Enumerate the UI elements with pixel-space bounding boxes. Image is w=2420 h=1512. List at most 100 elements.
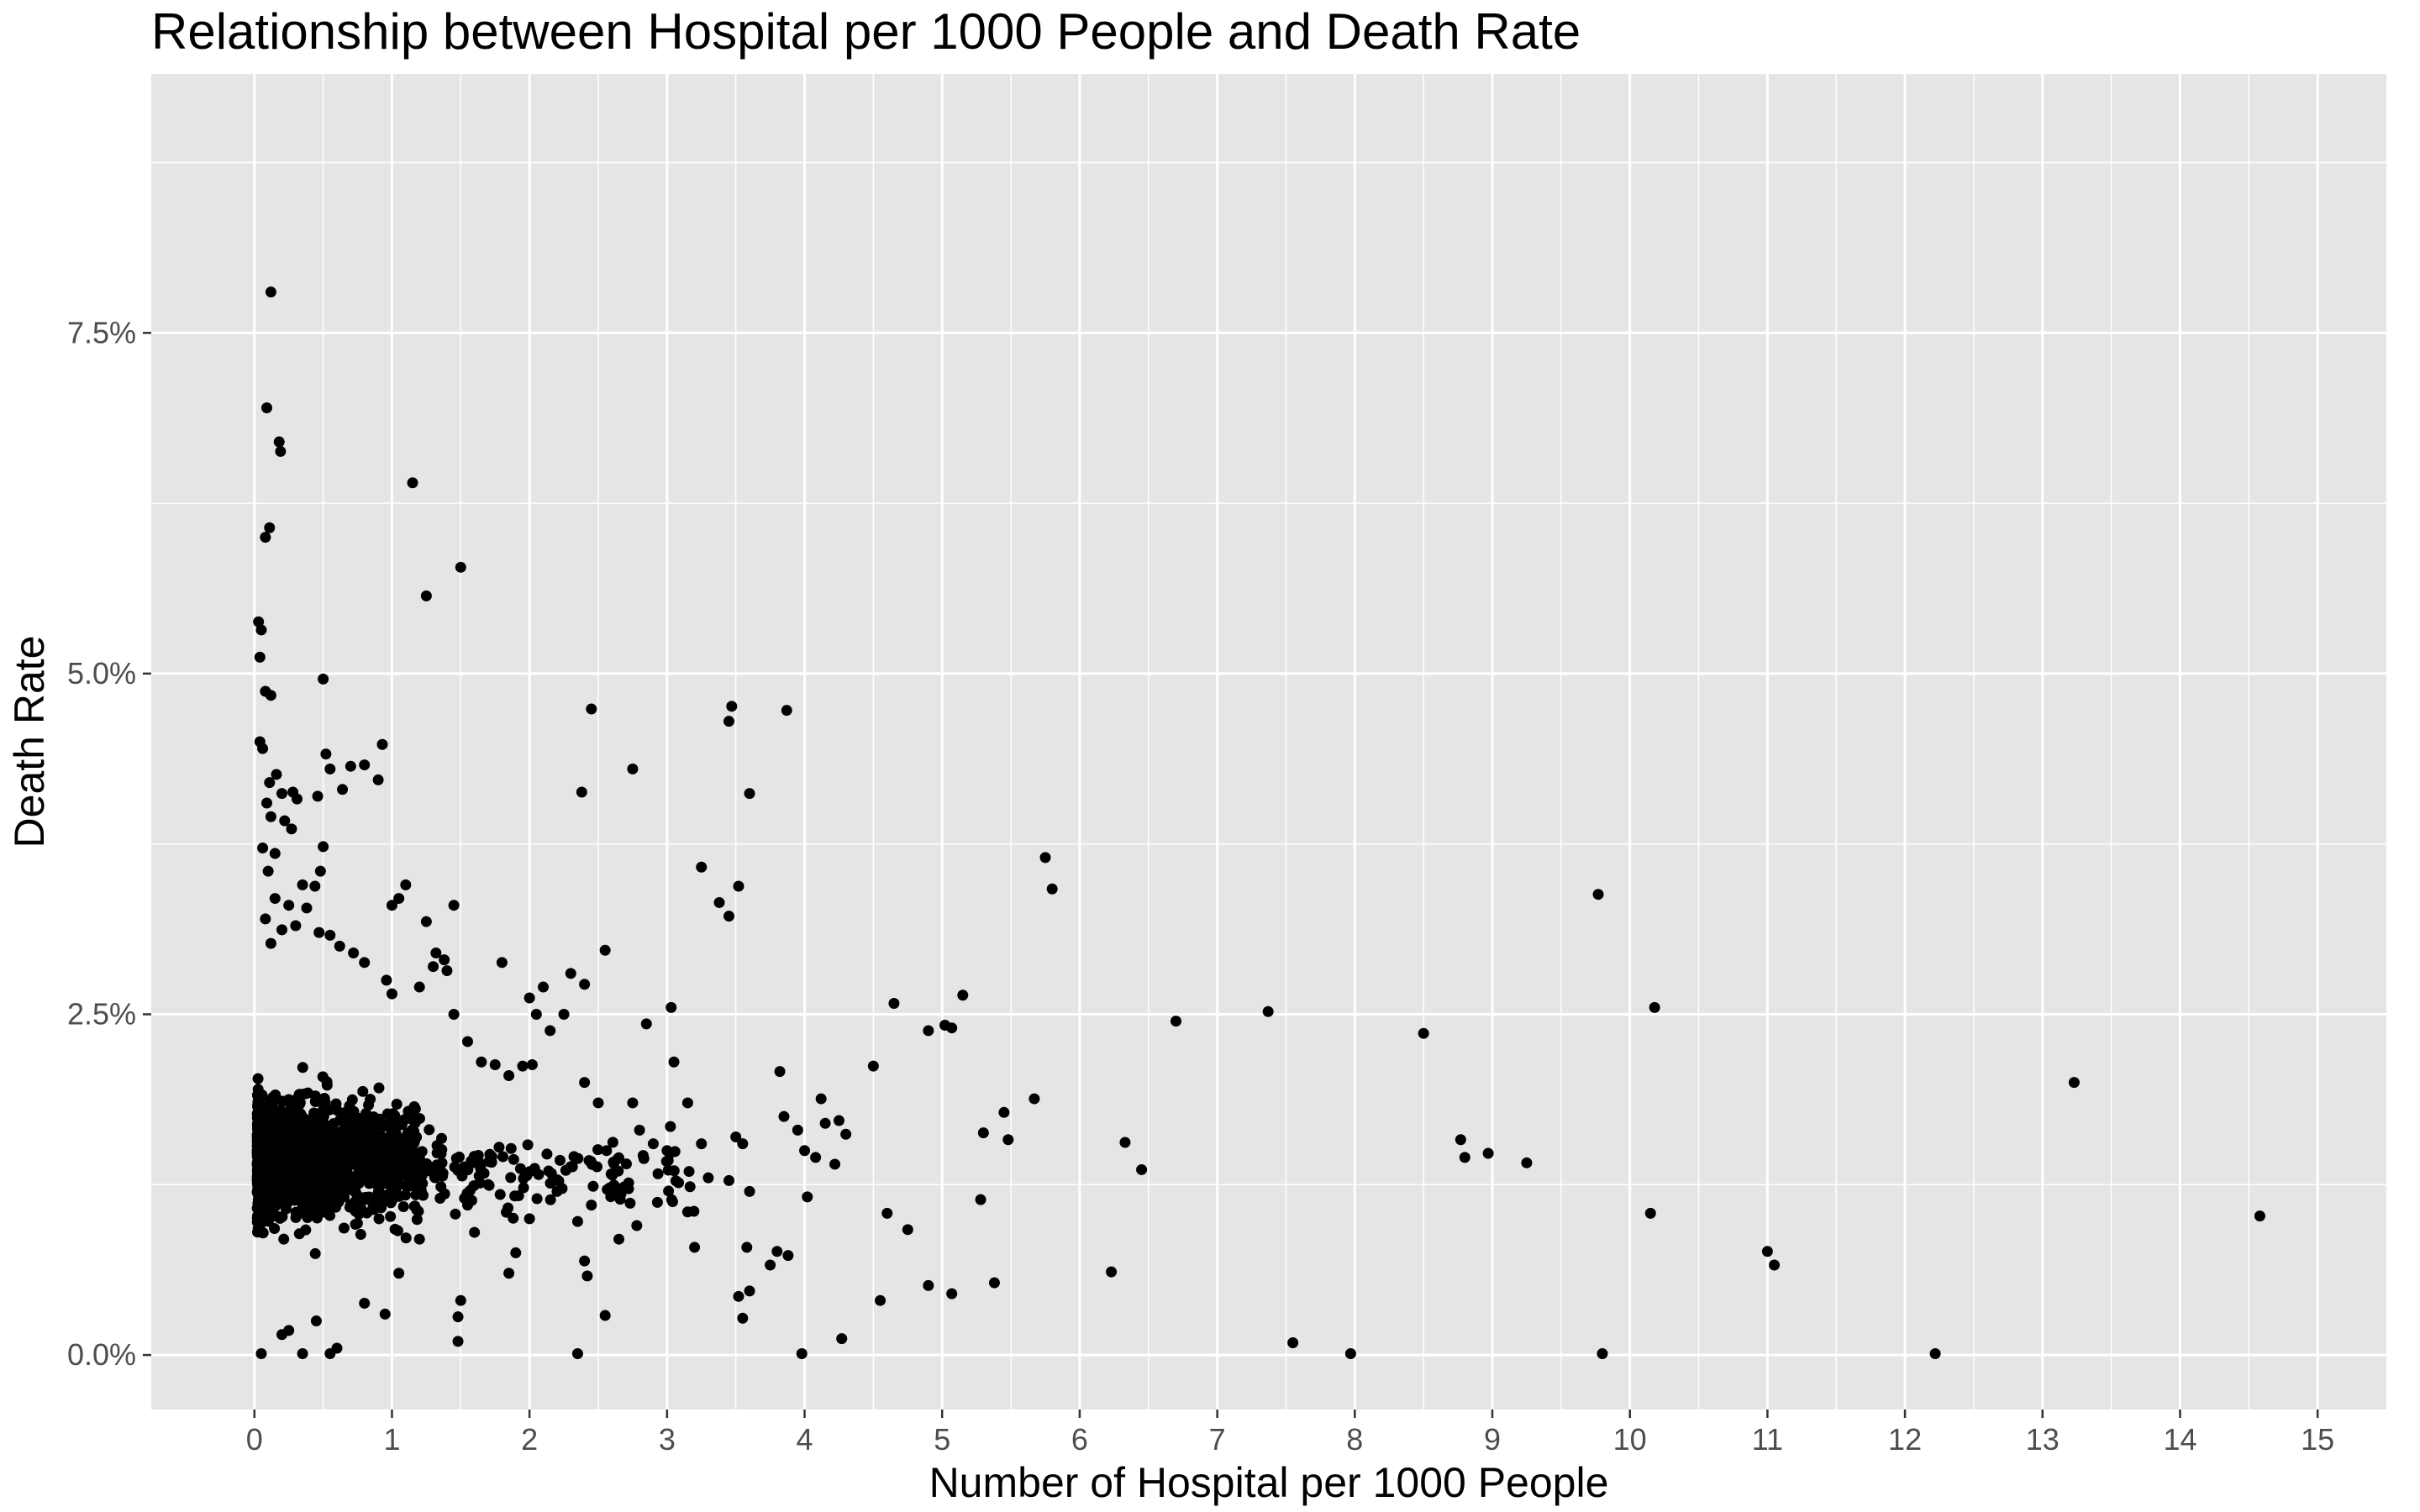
data-point bbox=[613, 1233, 625, 1245]
y-tick-label: 7.5% bbox=[67, 315, 136, 349]
data-point bbox=[286, 823, 297, 835]
data-point bbox=[273, 436, 285, 448]
data-point bbox=[413, 1233, 425, 1245]
data-point bbox=[723, 1174, 735, 1186]
data-point bbox=[273, 1194, 285, 1205]
data-point bbox=[257, 743, 269, 754]
y-tick-label: 5.0% bbox=[67, 656, 136, 690]
y-tick-label: 2.5% bbox=[67, 996, 136, 1031]
data-point bbox=[255, 624, 267, 636]
data-point bbox=[266, 1102, 278, 1114]
data-point bbox=[576, 786, 587, 798]
data-point bbox=[341, 1183, 353, 1194]
data-point bbox=[613, 1152, 624, 1163]
data-point bbox=[673, 1177, 685, 1189]
data-point bbox=[303, 1184, 315, 1196]
data-point bbox=[372, 1186, 384, 1198]
data-point bbox=[683, 1166, 695, 1178]
data-point bbox=[393, 1268, 405, 1279]
data-point bbox=[319, 1157, 331, 1168]
data-point bbox=[741, 1242, 753, 1253]
data-point bbox=[503, 1070, 515, 1081]
data-point bbox=[737, 1312, 749, 1324]
data-point bbox=[320, 748, 332, 760]
data-point bbox=[1106, 1266, 1118, 1278]
data-point bbox=[322, 1147, 334, 1159]
x-tick-label: 9 bbox=[1484, 1422, 1501, 1457]
data-point bbox=[372, 774, 384, 785]
data-point bbox=[395, 1119, 407, 1131]
data-point bbox=[503, 1268, 515, 1279]
data-point bbox=[1459, 1152, 1470, 1163]
data-point bbox=[501, 1206, 513, 1218]
data-point bbox=[1119, 1137, 1131, 1148]
data-point bbox=[269, 1223, 281, 1235]
data-point bbox=[375, 1130, 387, 1142]
data-point bbox=[376, 738, 388, 750]
data-point bbox=[400, 1179, 412, 1191]
data-point bbox=[815, 1093, 827, 1105]
data-point bbox=[359, 759, 371, 771]
data-point bbox=[283, 900, 295, 911]
data-point bbox=[778, 1110, 790, 1122]
x-axis: 0 1 2 3 4 5 6 7 8 9 10 11 12 13 14 15 bbox=[246, 1410, 2334, 1457]
data-point bbox=[295, 1126, 307, 1138]
data-point bbox=[255, 1193, 267, 1205]
data-point bbox=[338, 1222, 350, 1234]
data-point bbox=[264, 1114, 276, 1126]
data-point bbox=[255, 1347, 267, 1359]
data-point bbox=[522, 1139, 534, 1151]
data-point bbox=[276, 924, 288, 936]
data-point bbox=[544, 1194, 556, 1205]
data-point bbox=[288, 1144, 300, 1156]
data-point bbox=[303, 1125, 315, 1137]
data-point bbox=[634, 1124, 645, 1136]
data-point bbox=[529, 1163, 540, 1174]
data-point bbox=[508, 1153, 519, 1165]
data-point bbox=[592, 1144, 604, 1156]
data-point bbox=[436, 1132, 448, 1144]
data-point bbox=[317, 1173, 329, 1184]
data-point bbox=[605, 1191, 617, 1203]
data-point bbox=[407, 477, 418, 489]
data-point bbox=[1039, 852, 1051, 864]
data-point bbox=[1028, 1093, 1040, 1105]
data-point bbox=[324, 1138, 335, 1150]
data-point bbox=[1597, 1347, 1608, 1359]
data-point bbox=[796, 1347, 808, 1359]
data-point bbox=[375, 1163, 387, 1174]
data-point bbox=[372, 1142, 384, 1154]
data-point bbox=[337, 784, 349, 795]
data-point bbox=[554, 1154, 566, 1166]
data-point bbox=[324, 1127, 336, 1139]
data-point bbox=[608, 1179, 620, 1191]
data-point bbox=[391, 1098, 402, 1110]
data-point bbox=[684, 1181, 696, 1193]
data-point bbox=[389, 1223, 401, 1235]
data-point bbox=[688, 1205, 700, 1217]
data-point bbox=[318, 1197, 330, 1209]
data-point bbox=[448, 900, 460, 911]
data-point bbox=[273, 1165, 285, 1177]
data-point bbox=[337, 1151, 349, 1163]
data-point bbox=[277, 1140, 289, 1152]
data-point bbox=[696, 1138, 708, 1150]
data-point bbox=[455, 1294, 466, 1306]
data-point bbox=[538, 981, 550, 993]
data-point bbox=[1344, 1347, 1356, 1359]
data-point bbox=[579, 1255, 591, 1267]
data-point bbox=[531, 1193, 543, 1205]
data-point bbox=[587, 1180, 599, 1192]
data-point bbox=[489, 1059, 501, 1071]
data-point bbox=[278, 1233, 290, 1245]
data-point bbox=[614, 1194, 626, 1205]
data-point bbox=[265, 286, 276, 298]
data-point bbox=[254, 651, 266, 663]
data-point bbox=[483, 1179, 495, 1191]
data-point bbox=[765, 1259, 776, 1271]
data-point bbox=[254, 1220, 266, 1231]
data-point bbox=[957, 990, 969, 1001]
data-point bbox=[397, 1200, 409, 1212]
data-point bbox=[424, 1124, 435, 1136]
data-point bbox=[810, 1152, 822, 1163]
